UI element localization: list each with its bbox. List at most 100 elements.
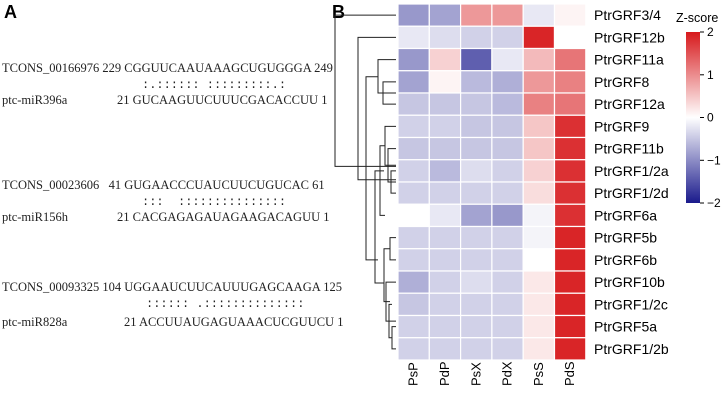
heatmap-cell: [522, 314, 556, 339]
dendrogram-branch: [374, 170, 384, 284]
row-label: PtrGRF12a: [594, 96, 665, 112]
heatmap-cell: [460, 181, 493, 205]
heatmap-cell: [553, 292, 587, 317]
heatmap-cell: [397, 248, 430, 272]
colorbar-title: Z-score: [676, 11, 718, 25]
heatmap-cell: [553, 25, 587, 50]
colorbar-tick-label: −1: [707, 153, 721, 167]
colorbar-tick-label: −2: [707, 196, 721, 210]
row-label: PtrGRF10b: [594, 274, 665, 290]
heatmap-cell: [522, 292, 556, 317]
colorbar-tick-label: 0: [707, 111, 714, 125]
heatmap-cell: [397, 270, 430, 294]
column-label: PdX: [500, 361, 515, 386]
heatmap-cell: [491, 203, 524, 228]
heatmap-cell: [491, 337, 524, 361]
heatmap-cell: [460, 159, 493, 183]
colorbar: Z-score 2 1 0 −1 −2: [676, 11, 721, 210]
row-label: PtrGRF1/2a: [594, 163, 669, 179]
heatmap-cell: [553, 3, 587, 27]
alignment-1: TCONS_00166976 229 CGGUUCAAUAAAGCUGUGGGA…: [2, 61, 333, 107]
panel-b-label: B: [332, 2, 345, 22]
alignment-1-mirna-line: ptc-miR396a 21 GUCAAGUUCUUUCGACACCUU 1: [2, 93, 327, 107]
heatmap-cell: [428, 25, 462, 50]
heatmap-cell: [397, 292, 430, 317]
heatmap-cell: [460, 3, 493, 27]
heatmap-cell: [460, 203, 493, 228]
dendrogram-branch: [334, 14, 396, 167]
dendrogram-branch: [389, 237, 396, 261]
heatmap-cell: [522, 114, 556, 139]
heatmap-cell: [428, 225, 462, 250]
alignment-2-match: ::: :::::::::::::::: [142, 195, 286, 209]
row-label: PtrGRF5b: [594, 230, 657, 246]
heatmap-cell: [397, 159, 430, 183]
heatmap-cell: [428, 270, 462, 294]
row-label: PtrGRF5a: [594, 319, 657, 335]
heatmap-cell: [460, 136, 493, 161]
heatmap-cell: [522, 337, 556, 361]
colorbar-gradient: [686, 32, 700, 203]
heatmap-cell: [522, 47, 556, 72]
heatmap-cell: [491, 70, 524, 94]
alignment-1-match: :.:::::: :::::::::.:: [142, 78, 286, 92]
heatmap-cell: [397, 114, 430, 139]
heatmap-cell: [553, 248, 587, 272]
dendrogram-branch: [379, 145, 385, 216]
heatmap-cell: [491, 47, 524, 72]
heatmap-cell: [491, 292, 524, 317]
heatmap-cell: [460, 337, 493, 361]
colorbar-tick-label: 2: [707, 25, 714, 39]
heatmap-cell: [522, 92, 556, 116]
alignment-2-mirna-line: ptc-miR156h 21 CACGAGAGAUAGAAGACAGUU 1: [2, 210, 330, 224]
heatmap-cell: [460, 47, 493, 72]
heatmap-cell: [397, 337, 430, 361]
heatmap-cell: [397, 47, 430, 72]
dendrogram-branch: [377, 59, 396, 94]
row-label: PtrGRF3/4: [594, 7, 661, 23]
heatmap-cell: [491, 181, 524, 205]
heatmap-cell: [553, 203, 587, 228]
heatmap-cell: [522, 3, 556, 27]
heatmap-cell: [428, 314, 462, 339]
dendrogram-branch: [357, 36, 396, 181]
colorbar-tick-label: 1: [707, 68, 714, 82]
heatmap-cell: [428, 114, 462, 139]
column-label: PsS: [531, 362, 546, 386]
heatmap-cell: [460, 225, 493, 250]
heatmap-cell: [460, 92, 493, 116]
row-label: PtrGRF9: [594, 118, 649, 134]
alignment-1-target-line: TCONS_00166976 229 CGGUUCAAUAAAGCUGUGGGA…: [2, 61, 333, 75]
row-label: PtrGRF6b: [594, 252, 657, 268]
row-label: PtrGRF11b: [594, 141, 664, 157]
dendrogram-branch: [391, 326, 396, 350]
heatmap-cell: [553, 159, 587, 183]
heatmap-cell: [491, 25, 524, 50]
heatmap-cell: [553, 314, 587, 339]
row-label: PtrGRF11a: [594, 52, 664, 68]
column-labels: PsP PdP PsX PdX PsS PdS: [406, 361, 578, 386]
heatmap-cell: [522, 248, 556, 272]
row-dendrogram: [334, 14, 396, 350]
heatmap-cell: [397, 70, 430, 94]
heatmap-cell: [397, 203, 430, 228]
alignment-2-target-line: TCONS_00023606 41 GUGAACCCUAUCUUCUGUCAC …: [2, 178, 325, 192]
heatmap-cell: [553, 47, 587, 72]
alignment-3-match: :::::: .::::::::::::::: [146, 297, 304, 311]
heatmap-cell: [397, 25, 430, 50]
heatmap-cell: [553, 70, 587, 94]
heatmap-cell: [460, 25, 493, 50]
heatmap-cell: [460, 114, 493, 139]
heatmap-cell: [397, 314, 430, 339]
heatmap-cell: [553, 114, 587, 139]
heatmap-cell: [553, 136, 587, 161]
heatmap-cell: [428, 248, 462, 272]
heatmap-cell: [428, 337, 462, 361]
heatmap-cell: [428, 47, 462, 72]
heatmap-cell: [397, 181, 430, 205]
heatmap-cell: [491, 270, 524, 294]
alignment-3-target-line: TCONS_00093325 104 UGGAAUCUUCAUUUGAGCAAG…: [2, 280, 342, 294]
heatmap-cell: [522, 136, 556, 161]
dendrogram-branch: [365, 76, 378, 261]
